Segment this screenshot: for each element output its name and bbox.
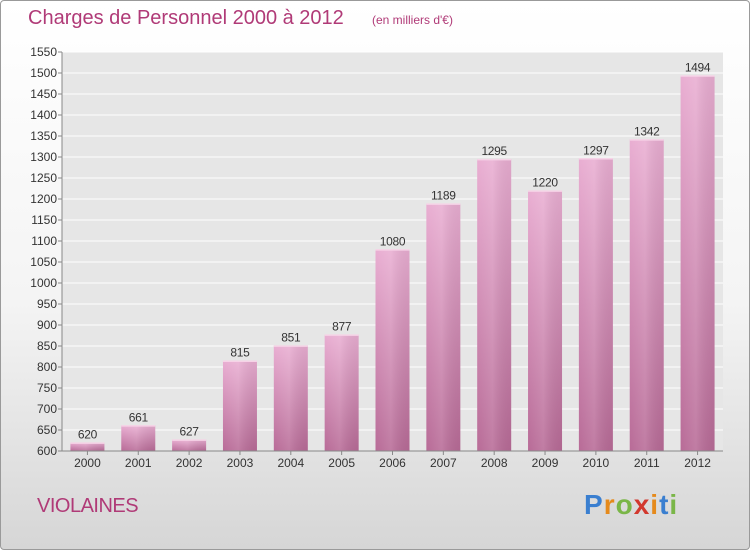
y-tick-label: 800 bbox=[37, 360, 57, 374]
x-tick-label: 2000 bbox=[74, 456, 101, 470]
y-tick-label: 1450 bbox=[30, 87, 57, 101]
bar-shine bbox=[680, 75, 715, 452]
x-tick-label: 2009 bbox=[532, 456, 559, 470]
bar-shine bbox=[629, 139, 664, 452]
data-label: 1494 bbox=[685, 61, 711, 75]
y-tick-label: 700 bbox=[37, 402, 57, 416]
x-tick-label: 2010 bbox=[583, 456, 610, 470]
bar-shine bbox=[324, 334, 359, 451]
x-tick-label: 2005 bbox=[328, 456, 355, 470]
y-tick-label: 600 bbox=[37, 444, 57, 458]
proxiti-logo: Proxiti bbox=[584, 489, 678, 521]
y-tick-label: 1200 bbox=[30, 192, 57, 206]
data-label: 1080 bbox=[380, 234, 406, 248]
y-tick-label: 650 bbox=[37, 423, 57, 437]
bar-shine bbox=[222, 360, 257, 451]
bar-shine bbox=[477, 159, 512, 451]
data-label: 1295 bbox=[481, 144, 507, 158]
bar-shine bbox=[528, 190, 563, 451]
bar-shine bbox=[121, 425, 156, 451]
x-tick-label: 2001 bbox=[125, 456, 152, 470]
data-label: 1342 bbox=[634, 124, 660, 138]
data-label: 620 bbox=[78, 428, 98, 442]
x-tick-label: 2004 bbox=[277, 456, 304, 470]
bar-shine bbox=[426, 203, 461, 451]
chart-subtitle: (en milliers d'€) bbox=[372, 13, 453, 27]
chart-title: Charges de Personnel 2000 à 2012 bbox=[28, 7, 344, 29]
bars bbox=[70, 75, 715, 452]
logo-letter: P bbox=[584, 489, 604, 520]
y-tick-label: 850 bbox=[37, 339, 57, 353]
y-tick-label: 750 bbox=[37, 381, 57, 395]
bar-shine bbox=[273, 345, 308, 451]
x-tick-label: 2006 bbox=[379, 456, 406, 470]
bar-shine bbox=[375, 249, 410, 451]
x-tick-label: 2007 bbox=[430, 456, 457, 470]
logo-letter: o bbox=[615, 489, 634, 520]
x-tick-label: 2002 bbox=[176, 456, 203, 470]
y-tick-label: 1100 bbox=[31, 234, 57, 248]
bar-shine bbox=[172, 439, 207, 451]
data-label: 627 bbox=[180, 425, 200, 439]
logo-letter: i bbox=[669, 489, 679, 520]
logo-letter: x bbox=[633, 489, 651, 520]
bar-shine bbox=[70, 442, 105, 451]
data-labels: 620 661 627 815 851 877 1080 1189 1295 1220 1297 13… bbox=[78, 61, 711, 442]
y-tick-label: 900 bbox=[37, 318, 57, 332]
axes: 600 650 700 750 800 850 900 950 1000 1050 1100 1150… bbox=[30, 45, 723, 470]
town-name: VIOLAINES bbox=[37, 495, 139, 517]
logo-letter: t bbox=[659, 489, 670, 520]
x-tick-label: 2003 bbox=[227, 456, 254, 470]
y-tick-label: 1000 bbox=[30, 276, 57, 290]
data-label: 661 bbox=[129, 410, 149, 424]
logo-letter: r bbox=[603, 489, 616, 520]
y-tick-label: 1350 bbox=[30, 129, 57, 143]
x-tick-label: 2011 bbox=[634, 456, 660, 470]
y-tick-label: 1500 bbox=[30, 66, 57, 80]
data-label: 1220 bbox=[532, 176, 558, 190]
data-label: 1297 bbox=[583, 143, 609, 157]
y-tick-label: 1550 bbox=[30, 45, 57, 59]
y-tick-label: 1250 bbox=[30, 171, 57, 185]
data-label: 851 bbox=[281, 331, 301, 345]
data-label: 877 bbox=[332, 320, 352, 334]
y-tick-label: 1400 bbox=[30, 108, 57, 122]
data-label: 1189 bbox=[431, 189, 456, 203]
data-label: 815 bbox=[230, 346, 250, 360]
logo-letter: i bbox=[650, 489, 660, 520]
bar-shine bbox=[578, 158, 613, 451]
y-tick-label: 1300 bbox=[30, 150, 57, 164]
y-tick-label: 1150 bbox=[31, 213, 57, 227]
x-tick-label: 2008 bbox=[481, 456, 508, 470]
y-tick-label: 1050 bbox=[30, 255, 57, 269]
y-tick-label: 950 bbox=[37, 297, 57, 311]
x-tick-label: 2012 bbox=[684, 456, 711, 470]
